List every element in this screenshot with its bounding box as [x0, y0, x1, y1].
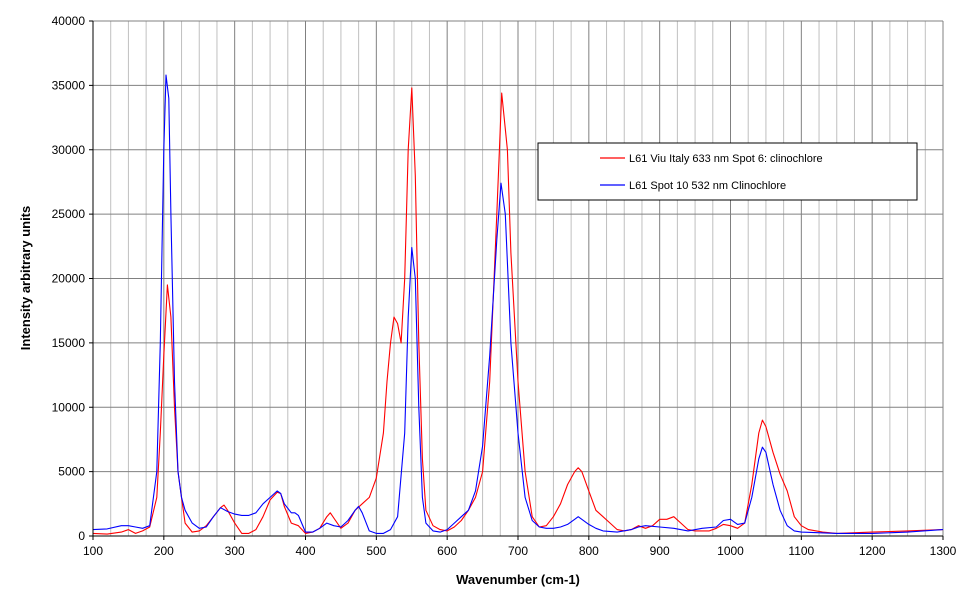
y-tick-label: 25000	[52, 207, 86, 221]
x-tick-label: 300	[225, 544, 245, 558]
x-tick-label: 400	[295, 544, 315, 558]
y-tick-label: 40000	[52, 14, 86, 28]
x-tick-label: 900	[650, 544, 670, 558]
y-tick-label: 0	[78, 529, 85, 543]
y-tick-label: 35000	[52, 78, 86, 92]
y-tick-label: 20000	[52, 272, 86, 286]
x-tick-label: 1100	[788, 544, 814, 558]
x-tick-label: 1200	[859, 544, 886, 558]
legend: L61 Viu Italy 633 nm Spot 6: clinochlore…	[537, 142, 918, 201]
y-tick-label: 5000	[58, 465, 85, 479]
x-tick-label: 200	[154, 544, 174, 558]
x-tick-label: 500	[366, 544, 386, 558]
x-tick-label: 600	[437, 544, 457, 558]
legend-label-633: L61 Viu Italy 633 nm Spot 6: clinochlore	[629, 153, 823, 165]
y-tick-label: 30000	[52, 143, 86, 157]
y-tick-label: 10000	[52, 400, 86, 414]
x-tick-label: 1000	[717, 544, 744, 558]
x-tick-label: 700	[508, 544, 528, 558]
x-tick-label: 1300	[930, 544, 957, 558]
x-tick-label: 800	[579, 544, 599, 558]
legend-label-532: L61 Spot 10 532 nm Clinochlore	[629, 180, 786, 192]
series-line-1	[92, 74, 944, 534]
y-axis-label: Intensity arbitrary units	[18, 206, 33, 350]
y-tick-label: 15000	[52, 336, 86, 350]
x-tick-label: 100	[83, 544, 103, 558]
x-axis-label: Wavenumber (cm-1)	[456, 572, 580, 587]
